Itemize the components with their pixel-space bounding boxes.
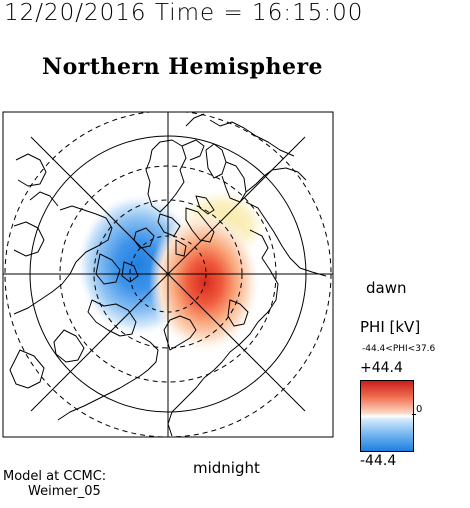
- colorbar-max-label: +44.4: [360, 360, 403, 376]
- model-credit-line2: Weimer_05: [28, 484, 101, 499]
- coastlines: [9, 113, 327, 437]
- colorbar-title: PHI [kV]: [360, 318, 421, 336]
- model-credit-line1: Model at CCMC:: [3, 469, 107, 484]
- colorbar-zero-label: 0: [416, 404, 423, 415]
- plot-title: Northern Hemisphere: [42, 54, 324, 80]
- colorbar-range: -44.4<PHI<37.6: [362, 344, 436, 354]
- meridian: [30, 136, 306, 412]
- colorbar-min-label: -44.4: [360, 453, 397, 469]
- midnight-label: midnight: [193, 459, 260, 477]
- polar-potential-map: [2, 111, 334, 438]
- colorbar-zero-tick: [412, 414, 416, 415]
- colorbar: [360, 380, 414, 452]
- dawn-label: dawn: [366, 279, 407, 297]
- datetime-label: 12/20/2016 Time = 16:15:00: [4, 0, 364, 26]
- plot-frame: [2, 111, 334, 438]
